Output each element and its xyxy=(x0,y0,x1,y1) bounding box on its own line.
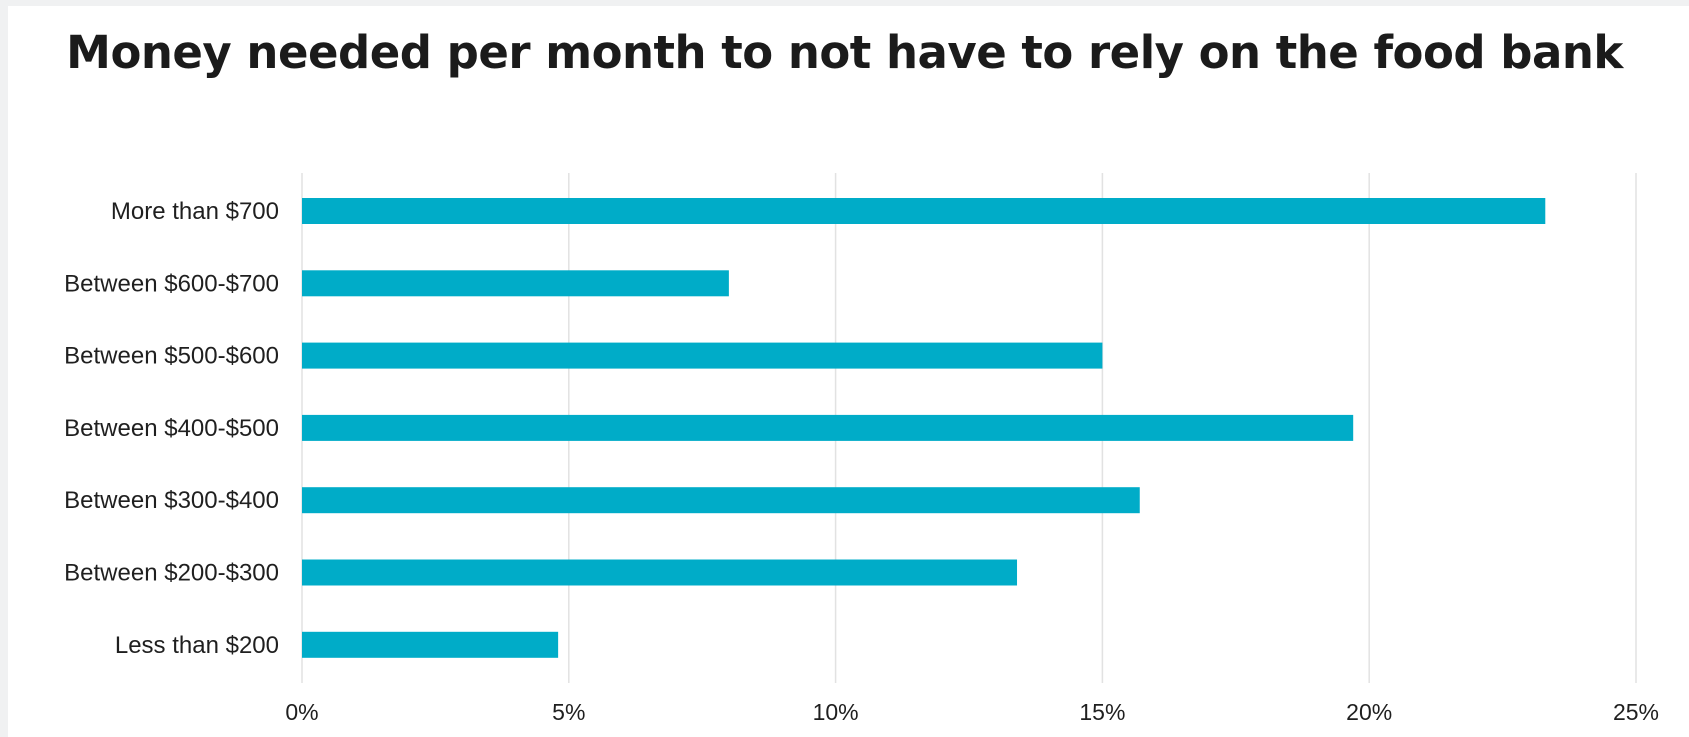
x-tick-label: 0% xyxy=(285,699,318,725)
bar xyxy=(302,270,729,297)
bar xyxy=(302,631,559,658)
x-tick-label: 5% xyxy=(552,699,585,725)
x-tick-labels: 0% 5% 10% 15% 20% 25% xyxy=(285,699,1659,725)
bar xyxy=(302,414,1354,441)
category-label: Between $500-$600 xyxy=(64,343,279,370)
category-label: Between $300-$400 xyxy=(64,487,279,514)
category-label: Between $200-$300 xyxy=(64,560,279,587)
bar xyxy=(302,198,1546,224)
bars xyxy=(302,198,1546,658)
category-label: Between $600-$700 xyxy=(64,270,279,297)
bar xyxy=(302,559,1018,586)
chart-card xyxy=(8,6,1689,737)
chart-title: Money needed per month to not have to re… xyxy=(66,26,1623,79)
category-labels: More than $700 Between $600-$700 Between $… xyxy=(64,198,279,659)
category-label: More than $700 xyxy=(111,198,279,225)
bar xyxy=(302,342,1103,369)
category-label: Less than $200 xyxy=(115,632,279,659)
bar xyxy=(302,487,1140,514)
x-tick-label: 10% xyxy=(813,699,859,725)
x-tick-label: 25% xyxy=(1613,699,1659,725)
category-label: Between $400-$500 xyxy=(64,415,279,442)
x-tick-label: 15% xyxy=(1079,699,1125,725)
x-tick-label: 20% xyxy=(1346,699,1392,725)
